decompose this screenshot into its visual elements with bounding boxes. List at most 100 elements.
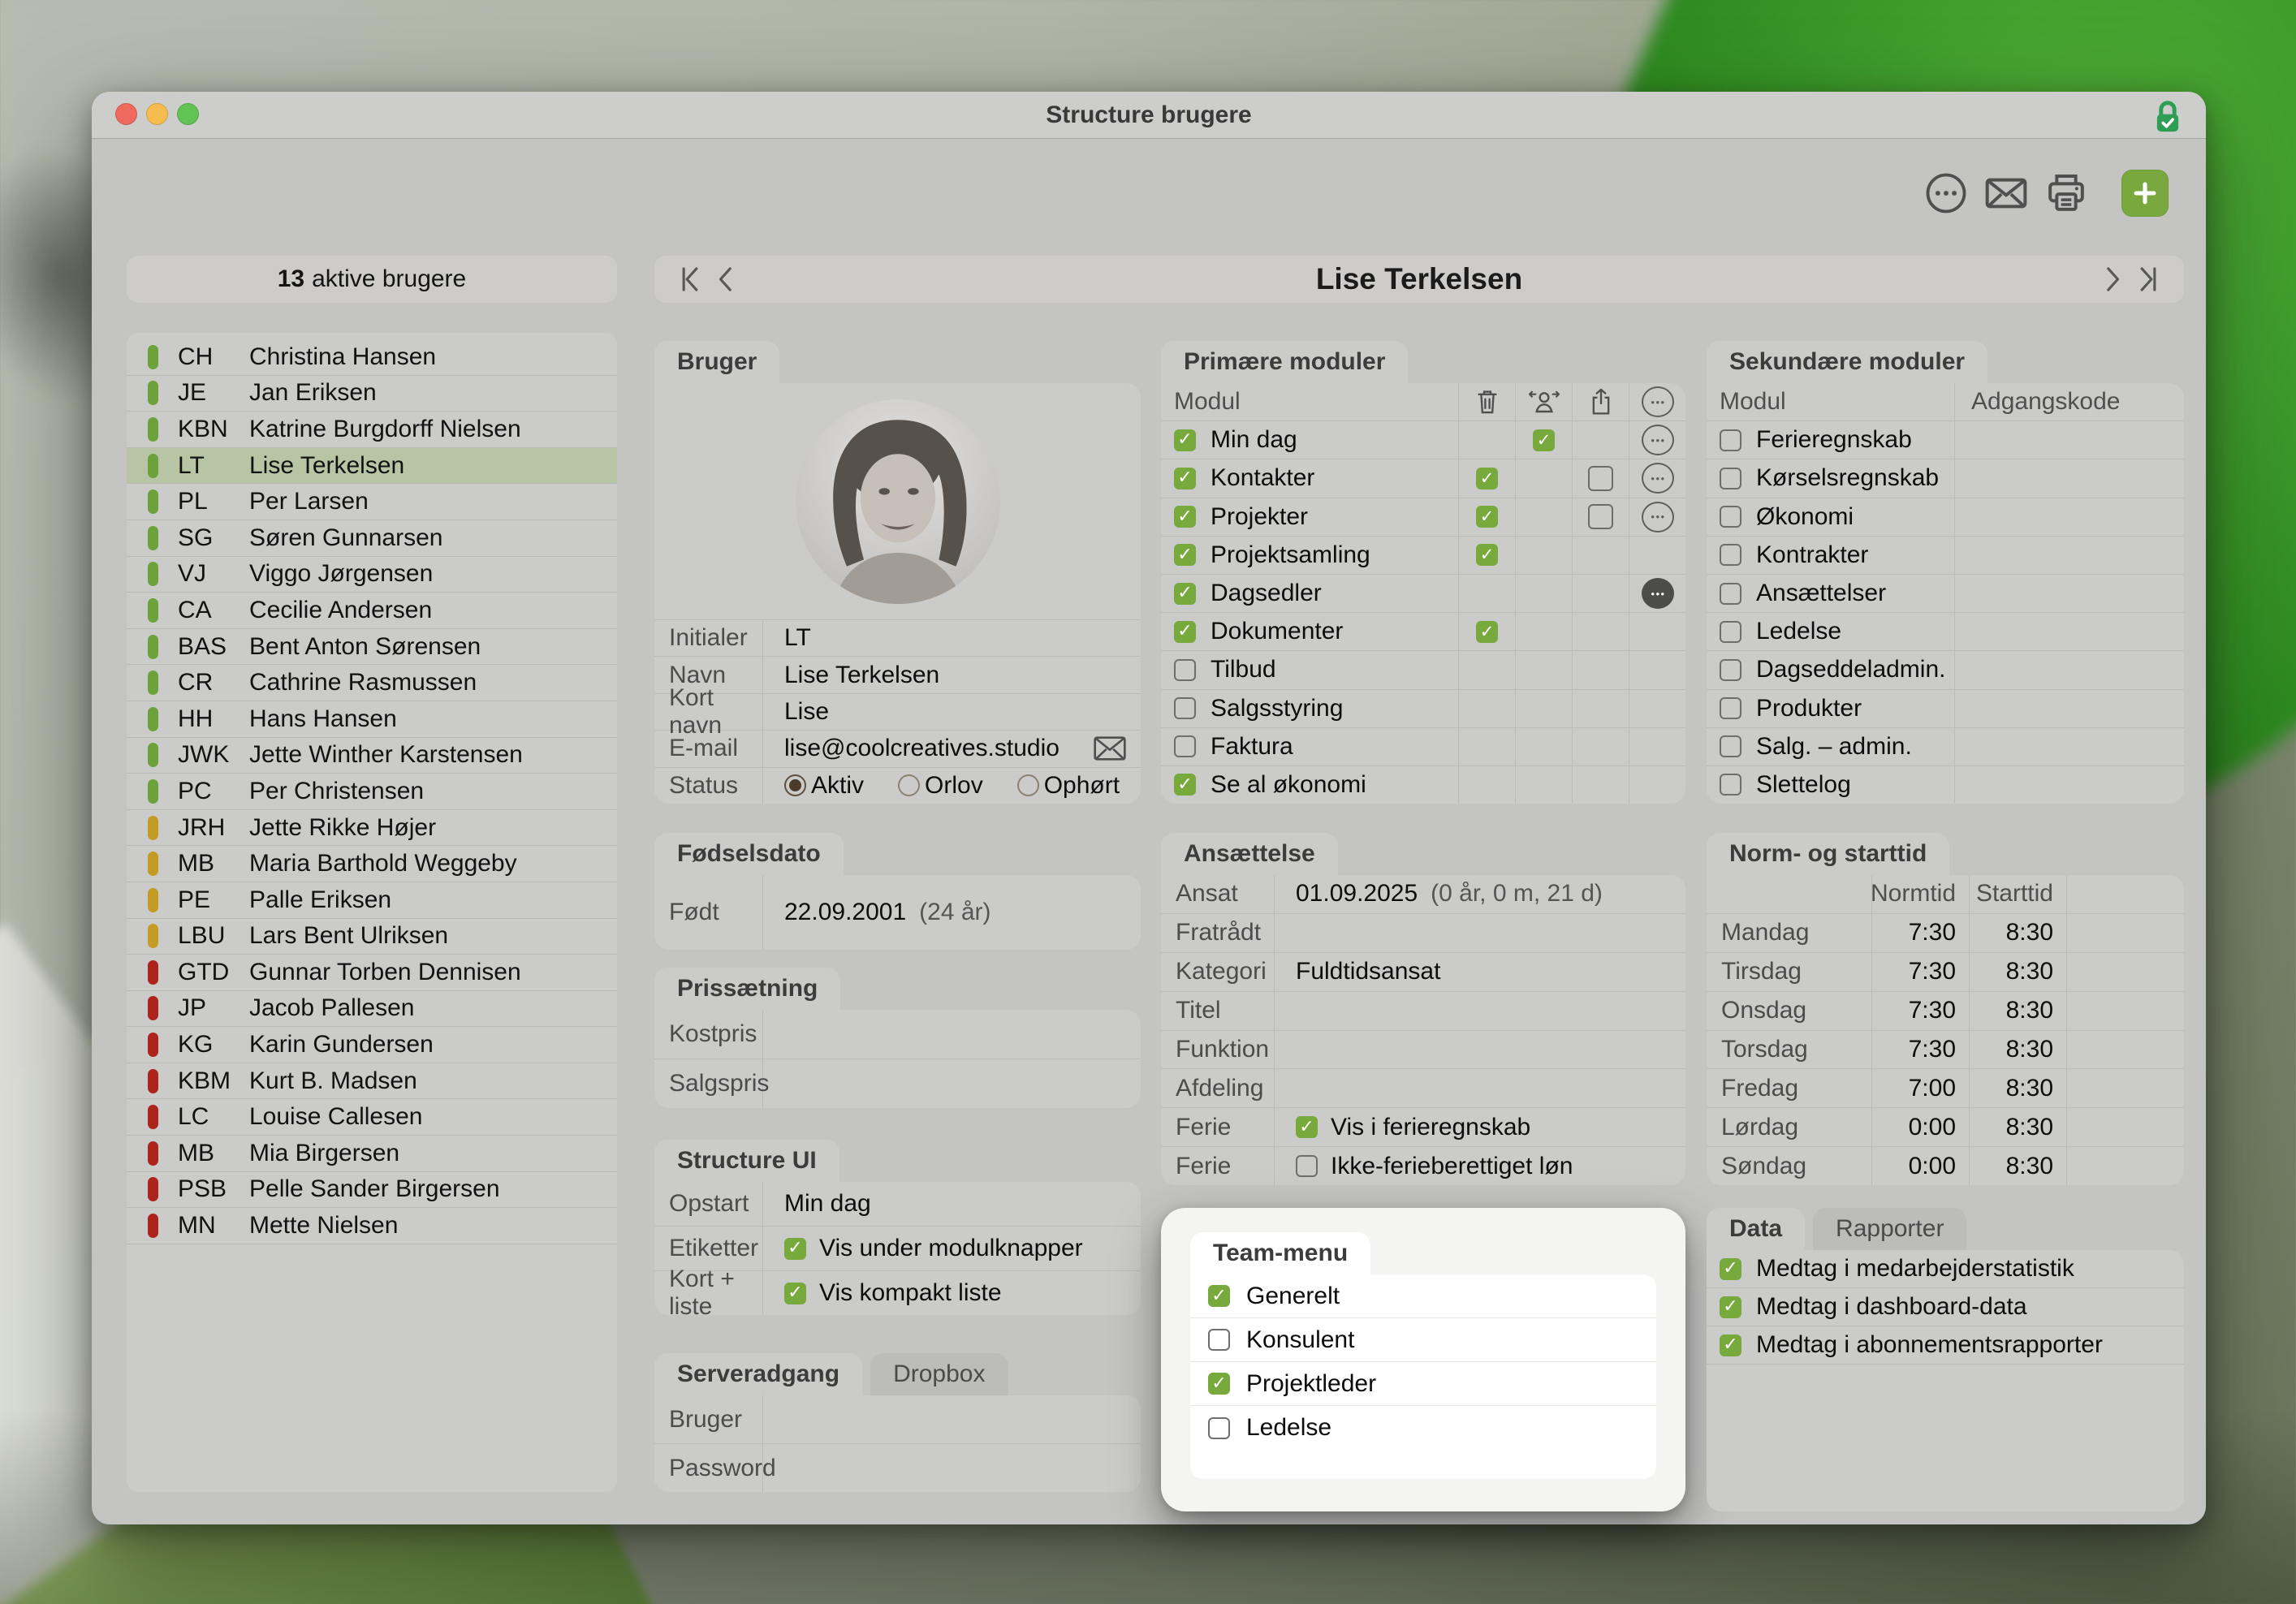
send-mail-icon[interactable] [1094, 736, 1126, 761]
normtid-field[interactable]: 7:30 [1871, 913, 1969, 952]
tab-primaere-moduler[interactable]: Primære moduler [1161, 341, 1409, 383]
module-checkbox[interactable] [1174, 774, 1196, 796]
normtid-field[interactable]: 7:30 [1871, 952, 1969, 991]
cell-person[interactable] [1515, 613, 1572, 651]
close-button[interactable] [115, 103, 137, 125]
list-item[interactable]: PC Per Christensen [127, 774, 617, 810]
cell-person[interactable] [1515, 689, 1572, 727]
email-value[interactable]: lise@coolcreatives.studio [784, 735, 1060, 762]
cell-share[interactable] [1572, 421, 1629, 459]
cell-share[interactable] [1572, 574, 1629, 613]
list-item[interactable]: PL Per Larsen [127, 484, 617, 520]
ferie-loen-checkbox[interactable] [1296, 1155, 1318, 1178]
team-row-konsulent[interactable]: Konsulent [1190, 1318, 1656, 1362]
ledelse-checkbox[interactable] [1208, 1416, 1230, 1439]
starttid-field[interactable]: 8:30 [1969, 1069, 2066, 1108]
cell-more[interactable] [1629, 459, 1685, 498]
projektleder-checkbox[interactable] [1208, 1373, 1230, 1395]
initialer-field[interactable]: LT [784, 624, 811, 652]
radio-ophoert[interactable]: Ophørt [1016, 772, 1120, 800]
tab-sekundaere-moduler[interactable]: Sekundære moduler [1707, 341, 1988, 383]
starttid-field[interactable]: 8:30 [1969, 913, 2066, 952]
list-item[interactable]: JE Jan Eriksen [127, 376, 617, 412]
cell-person[interactable] [1515, 765, 1572, 804]
module-checkbox[interactable] [1174, 506, 1196, 528]
cell-more[interactable] [1629, 421, 1685, 459]
module-checkbox[interactable] [1174, 697, 1196, 720]
minimize-button[interactable] [146, 103, 168, 125]
cell-trash[interactable] [1458, 651, 1515, 689]
list-item[interactable]: JP Jacob Pallesen [127, 991, 617, 1028]
zoom-button[interactable] [177, 103, 199, 125]
cell-share[interactable] [1572, 727, 1629, 765]
next-record-button[interactable] [2095, 261, 2130, 297]
list-item-selected[interactable]: LT Lise Terkelsen [127, 447, 617, 485]
normtid-field[interactable]: 0:00 [1871, 1147, 1969, 1185]
ansat-value[interactable]: 01.09.2025 [1296, 880, 1418, 908]
cell-trash[interactable] [1458, 689, 1515, 727]
normtid-field[interactable]: 7:30 [1871, 1030, 1969, 1069]
tab-prissaetning[interactable]: Prissætning [654, 968, 841, 1010]
konsulent-checkbox[interactable] [1208, 1329, 1230, 1351]
radio-orlov[interactable]: Orlov [898, 772, 983, 800]
cell-more[interactable] [1629, 574, 1685, 613]
first-record-button[interactable] [672, 261, 708, 297]
cell-trash[interactable] [1458, 536, 1515, 574]
module-checkbox[interactable] [1720, 774, 1741, 796]
list-item[interactable]: LC Louise Callesen [127, 1099, 617, 1136]
cell-more[interactable] [1629, 613, 1685, 651]
tab-team-menu[interactable]: Team-menu [1190, 1232, 1371, 1274]
list-item[interactable]: JRH Jette Rikke Højer [127, 810, 617, 847]
team-row-projektleder[interactable]: Projektleder [1190, 1362, 1656, 1406]
module-checkbox[interactable] [1174, 467, 1196, 489]
list-item[interactable]: PSB Pelle Sander Birgersen [127, 1172, 617, 1209]
module-checkbox[interactable] [1174, 735, 1196, 758]
list-item[interactable]: MN Mette Nielsen [127, 1208, 617, 1244]
data-row[interactable]: Medtag i dashboard-data [1707, 1288, 2184, 1326]
tab-serveradgang[interactable]: Serveradgang [654, 1353, 863, 1395]
starttid-field[interactable]: 8:30 [1969, 1108, 2066, 1147]
list-item[interactable]: CR Cathrine Rasmussen [127, 665, 617, 701]
cell-person[interactable] [1515, 421, 1572, 459]
cell-more[interactable] [1629, 765, 1685, 804]
cell-person[interactable] [1515, 651, 1572, 689]
list-item[interactable]: KBM Kurt B. Madsen [127, 1063, 617, 1100]
cell-share[interactable] [1572, 459, 1629, 498]
dashboard-data-checkbox[interactable] [1720, 1296, 1741, 1318]
medarbejderstatistik-checkbox[interactable] [1720, 1257, 1741, 1280]
cell-share[interactable] [1572, 765, 1629, 804]
opstart-field[interactable]: Min dag [784, 1190, 871, 1217]
data-row[interactable]: Medtag i medarbejderstatistik [1707, 1250, 2184, 1288]
radio-aktiv[interactable]: Aktiv [784, 772, 864, 800]
cell-person[interactable] [1515, 536, 1572, 574]
module-checkbox[interactable] [1174, 429, 1196, 451]
normtid-field[interactable]: 7:30 [1871, 991, 1969, 1030]
list-item[interactable]: HH Hans Hansen [127, 701, 617, 738]
cell-more[interactable] [1629, 536, 1685, 574]
birthdate-value[interactable]: 22.09.2001 [784, 899, 907, 925]
list-item[interactable]: BAS Bent Anton Sørensen [127, 629, 617, 666]
cell-share[interactable] [1572, 651, 1629, 689]
cell-person[interactable] [1515, 574, 1572, 613]
mail-icon[interactable] [1983, 170, 2029, 216]
module-checkbox[interactable] [1720, 697, 1741, 720]
list-item[interactable]: JWK Jette Winther Karstensen [127, 738, 617, 774]
tab-dropbox[interactable]: Dropbox [870, 1353, 1008, 1395]
module-checkbox[interactable] [1720, 658, 1741, 681]
ansat-field[interactable]: 01.09.2025 (0 år, 0 m, 21 d) [1275, 880, 1685, 908]
normtid-field[interactable]: 0:00 [1871, 1108, 1969, 1147]
list-item[interactable]: GTD Gunnar Torben Dennisen [127, 955, 617, 991]
tab-foedselsdato[interactable]: Fødselsdato [654, 833, 844, 875]
cell-more[interactable] [1629, 727, 1685, 765]
team-row-generelt[interactable]: Generelt [1190, 1274, 1656, 1318]
starttid-field[interactable]: 8:30 [1969, 1147, 2066, 1185]
cell-trash[interactable] [1458, 498, 1515, 536]
tab-norm-starttid[interactable]: Norm- og starttid [1707, 833, 1950, 875]
cell-person[interactable] [1515, 459, 1572, 498]
list-item[interactable]: KBN Katrine Burgdorff Nielsen [127, 412, 617, 448]
tab-structure-ui[interactable]: Structure UI [654, 1140, 839, 1182]
list-item[interactable]: CA Cecilie Andersen [127, 593, 617, 629]
tab-rapporter[interactable]: Rapporter [1813, 1208, 1967, 1250]
cell-share[interactable] [1572, 613, 1629, 651]
module-checkbox[interactable] [1174, 658, 1196, 681]
